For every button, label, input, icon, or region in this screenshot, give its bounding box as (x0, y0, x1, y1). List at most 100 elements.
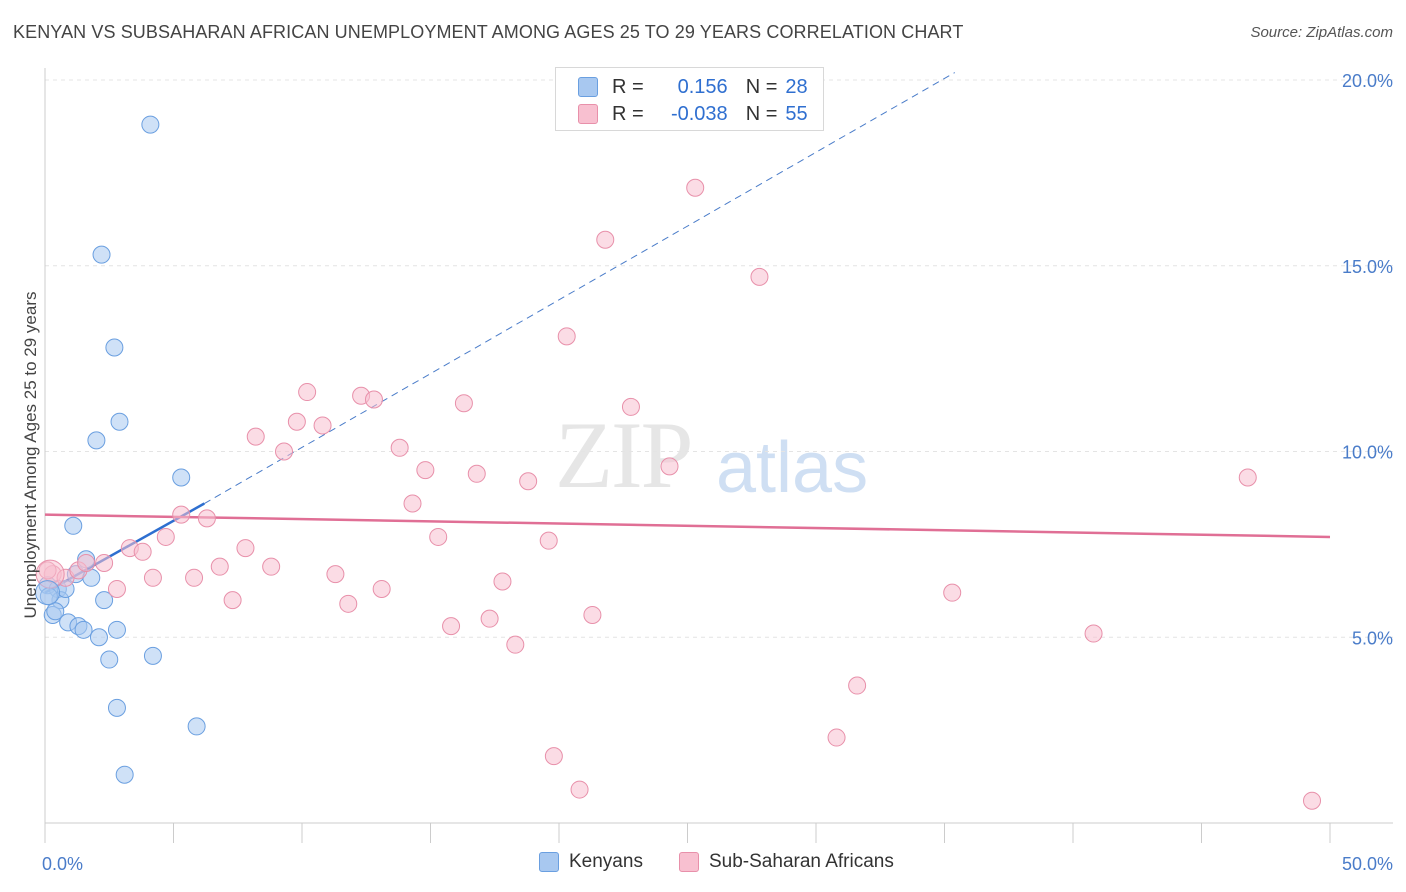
point-subsaharan (223, 591, 242, 610)
point-subsaharan (143, 568, 162, 587)
watermark-atlas: atlas (716, 428, 869, 508)
point-subsaharan (95, 553, 114, 572)
point-subsaharan (1084, 624, 1103, 643)
point-subsaharan (506, 635, 525, 654)
series-label-subsaharan: Sub-Saharan Africans (709, 851, 894, 872)
y-axis-label: Unemployment Among Ages 25 to 29 years (21, 292, 40, 619)
point-subsaharan (621, 397, 640, 416)
point-subsaharan (416, 461, 435, 480)
point-kenyans (100, 650, 119, 669)
point-subsaharan (480, 609, 499, 628)
point-subsaharan (77, 553, 96, 572)
point-kenyans (141, 115, 160, 134)
point-subsaharan (539, 531, 558, 550)
point-subsaharan (519, 472, 538, 491)
y-tick-label: 10.0% (1342, 443, 1393, 463)
point-subsaharan (1303, 791, 1322, 810)
x-tick-label: 50.0% (1342, 854, 1393, 874)
point-kenyans (95, 591, 114, 610)
point-subsaharan (544, 747, 563, 766)
chart-title: KENYAN VS SUBSAHARAN AFRICAN UNEMPLOYMEN… (13, 22, 964, 42)
point-kenyans (107, 698, 126, 717)
trend-line-kenyans-extension (204, 72, 956, 504)
axis-labels: 5.0% 10.0% 15.0% 20.0% 0.0% 50.0% Unemployment… (21, 71, 1393, 874)
point-subsaharan (403, 494, 422, 513)
point-subsaharan (390, 438, 409, 457)
trend-line-subsaharan (44, 513, 1331, 539)
point-subsaharan (372, 579, 391, 598)
point-subsaharan (750, 267, 769, 286)
correlation-legend: R = 0.156 N = 28 R = -0.038 N = 55 (555, 67, 824, 131)
legend-row-subsaharan: R = -0.038 N = 55 (578, 100, 808, 128)
axes (44, 68, 1393, 843)
y-tick-label: 15.0% (1342, 257, 1393, 277)
point-subsaharan (339, 594, 358, 613)
point-kenyans (64, 516, 83, 535)
point-kenyans (89, 628, 108, 647)
y-tick-label: 20.0% (1342, 71, 1393, 91)
series-swatch-kenyans (539, 852, 559, 872)
point-subsaharan (313, 416, 332, 435)
x-tick-label: 0.0% (42, 854, 83, 874)
point-subsaharan (454, 394, 473, 413)
point-kenyans (46, 602, 65, 621)
watermark-zip: ZIP (555, 402, 693, 508)
point-subsaharan (262, 557, 281, 576)
series-legend-kenyans[interactable]: Kenyans (539, 851, 643, 873)
legend-r-label: R = (612, 102, 644, 125)
point-kenyans (143, 646, 162, 665)
point-subsaharan (197, 509, 216, 528)
point-subsaharan (583, 605, 602, 624)
legend-r-value-subsaharan: -0.038 (670, 102, 728, 125)
point-subsaharan (156, 527, 175, 546)
source-label: Source: ZipAtlas.com (1250, 24, 1393, 41)
series-legend-subsaharan[interactable]: Sub-Saharan Africans (679, 851, 894, 873)
series-legend: Kenyans Sub-Saharan Africans (0, 851, 1406, 877)
legend-r-label: R = (612, 75, 644, 98)
point-subsaharan (660, 457, 679, 476)
legend-n-value-subsaharan: 55 (785, 102, 808, 125)
point-subsaharan (364, 390, 383, 409)
point-subsaharan (493, 572, 512, 591)
point-kenyans (187, 717, 206, 736)
point-subsaharan (442, 617, 461, 636)
point-subsaharan (172, 505, 191, 524)
point-subsaharan (557, 327, 576, 346)
point-kenyans (74, 620, 93, 639)
point-kenyans (115, 765, 134, 784)
legend-swatch-kenyans (578, 77, 598, 97)
legend-n-value-kenyans: 28 (785, 75, 808, 98)
point-subsaharan (943, 583, 962, 602)
series-swatch-subsaharan (679, 852, 699, 872)
point-subsaharan (236, 539, 255, 558)
point-kenyans (105, 338, 124, 357)
y-tick-label: 5.0% (1352, 628, 1393, 648)
point-subsaharan (1238, 468, 1257, 487)
point-kenyans (172, 468, 191, 487)
data-points (35, 115, 1322, 810)
point-subsaharan (326, 565, 345, 584)
point-subsaharan (275, 442, 294, 461)
point-subsaharan (467, 464, 486, 483)
point-subsaharan (133, 542, 152, 561)
point-subsaharan (596, 230, 615, 249)
trend-lines (44, 72, 1331, 594)
point-subsaharan (298, 383, 317, 402)
point-kenyans (107, 620, 126, 639)
point-subsaharan (827, 728, 846, 747)
point-subsaharan (210, 557, 229, 576)
point-subsaharan (686, 178, 705, 197)
legend-n-label: N = (745, 102, 778, 125)
point-kenyans (87, 431, 106, 450)
point-kenyans (92, 245, 111, 264)
legend-row-kenyans: R = 0.156 N = 28 (578, 73, 808, 101)
point-subsaharan (246, 427, 265, 446)
point-subsaharan (107, 579, 126, 598)
series-label-kenyans: Kenyans (569, 851, 643, 872)
point-subsaharan (185, 568, 204, 587)
legend-n-label: N = (745, 75, 778, 98)
point-subsaharan (570, 780, 589, 799)
point-subsaharan (287, 412, 306, 431)
point-kenyans (35, 580, 61, 606)
